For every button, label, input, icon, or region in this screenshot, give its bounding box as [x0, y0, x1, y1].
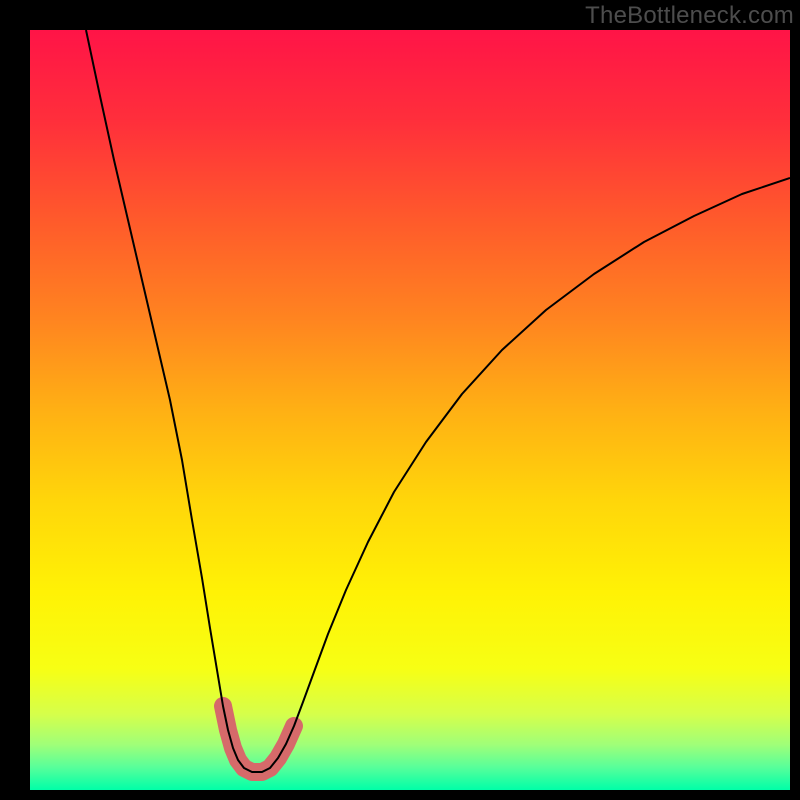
chart-background [30, 30, 790, 790]
watermark-text: TheBottleneck.com [585, 2, 794, 30]
frame-left [0, 0, 30, 800]
frame-right [790, 0, 800, 800]
chart-svg [30, 30, 790, 790]
chart-plot [30, 30, 790, 790]
frame-bottom [0, 790, 800, 800]
